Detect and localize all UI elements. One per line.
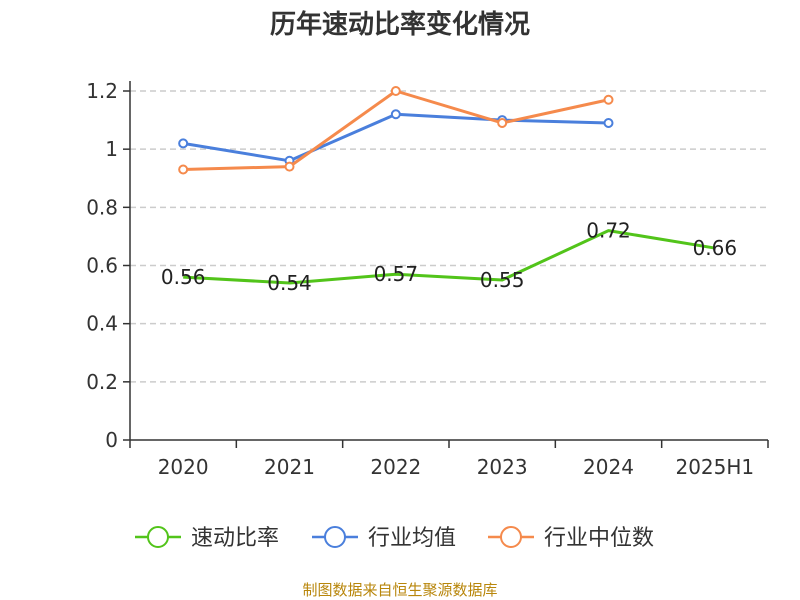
x-tick-labels: 2020 2021 2022 2023 2024 2025H1 — [158, 455, 754, 479]
grid-lines — [130, 90, 768, 383]
legend-item-0[interactable]: 速动比率 — [135, 526, 279, 551]
series-point-1[interactable] — [603, 117, 614, 128]
legend-label: 速动比率 — [191, 526, 279, 551]
y-tick-label: 0 — [105, 428, 118, 452]
x-tick-label: 2021 — [264, 455, 315, 479]
series-point-2[interactable] — [497, 117, 508, 128]
y-tick-labels: 0 0.2 0.4 0.6 0.8 1 1.2 — [86, 79, 118, 452]
legend-marker — [147, 526, 169, 548]
data-label: 0.56 — [161, 265, 206, 289]
series-point-2[interactable] — [603, 94, 614, 105]
x-tick-label: 2024 — [583, 455, 634, 479]
data-label: 0.54 — [267, 271, 312, 295]
series-line-0 — [183, 229, 716, 285]
series-point-2[interactable] — [390, 86, 401, 96]
x-tick-label: 2025H1 — [675, 455, 754, 479]
y-tick-label: 0.8 — [86, 195, 118, 219]
legend-item-1[interactable]: 行业均值 — [312, 526, 456, 551]
series-group — [178, 86, 716, 285]
x-tick-label: 2023 — [477, 455, 528, 479]
legend-marker — [500, 526, 522, 548]
source-note: 制图数据来自恒生聚源数据库 — [302, 581, 497, 599]
axes — [123, 81, 769, 448]
data-label: 0.66 — [693, 236, 738, 260]
series-point-2[interactable] — [178, 164, 189, 175]
x-tick-label: 2020 — [158, 455, 209, 479]
series-line-2 — [183, 89, 609, 172]
legend-item-2[interactable]: 行业中位数 — [488, 526, 654, 551]
legend[interactable]: 速动比率 行业均值 行业中位数 — [135, 526, 654, 551]
series-point-1[interactable] — [390, 109, 401, 120]
data-label: 0.57 — [374, 262, 419, 286]
data-labels: 0.56 0.54 0.57 0.55 0.72 0.66 — [161, 219, 737, 295]
data-label: 0.72 — [586, 219, 631, 243]
data-label: 0.55 — [480, 268, 525, 292]
chart-title: 历年速动比率变化情况 — [270, 9, 530, 40]
y-tick-label: 1 — [105, 137, 118, 161]
legend-marker — [324, 526, 346, 548]
y-tick-label: 0.4 — [86, 312, 118, 336]
series-point-2[interactable] — [284, 161, 295, 172]
legend-label: 行业中位数 — [544, 526, 654, 551]
y-tick-label: 0.6 — [86, 254, 118, 278]
legend-label: 行业均值 — [368, 526, 456, 551]
y-tick-label: 1.2 — [86, 79, 118, 103]
series-point-1[interactable] — [178, 138, 189, 149]
x-tick-label: 2022 — [370, 455, 421, 479]
y-tick-label: 0.2 — [86, 370, 118, 394]
series-line-1 — [182, 112, 609, 163]
